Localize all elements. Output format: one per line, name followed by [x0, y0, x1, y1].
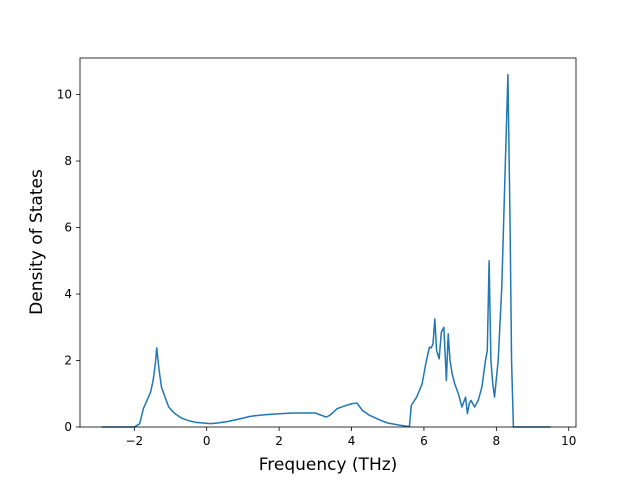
x-tick-label: −2	[125, 434, 143, 448]
plot-frame	[79, 57, 577, 428]
y-tick-label: 2	[64, 354, 72, 368]
x-tick-label: 8	[493, 434, 501, 448]
y-tick-label: 8	[64, 154, 72, 168]
x-axis-label: Frequency (THz)	[259, 455, 398, 475]
x-tick-label: 2	[275, 434, 283, 448]
x-tick-label: 0	[203, 434, 211, 448]
x-tick-label: 10	[561, 434, 576, 448]
y-axis-ticks: 0 2 4 6 8 10	[57, 88, 80, 434]
y-tick-label: 10	[57, 88, 72, 102]
plot-area	[80, 58, 576, 427]
dos-series-line	[101, 73, 551, 428]
x-tick-label: 6	[420, 434, 428, 448]
y-tick-label: 6	[64, 221, 72, 235]
x-axis-ticks: −2 0 2 4 6 8 10	[125, 427, 576, 448]
x-tick-label: 4	[348, 434, 356, 448]
y-tick-label: 4	[64, 287, 72, 301]
y-tick-label: 0	[64, 420, 72, 434]
y-axis-label: Density of States	[27, 169, 47, 315]
